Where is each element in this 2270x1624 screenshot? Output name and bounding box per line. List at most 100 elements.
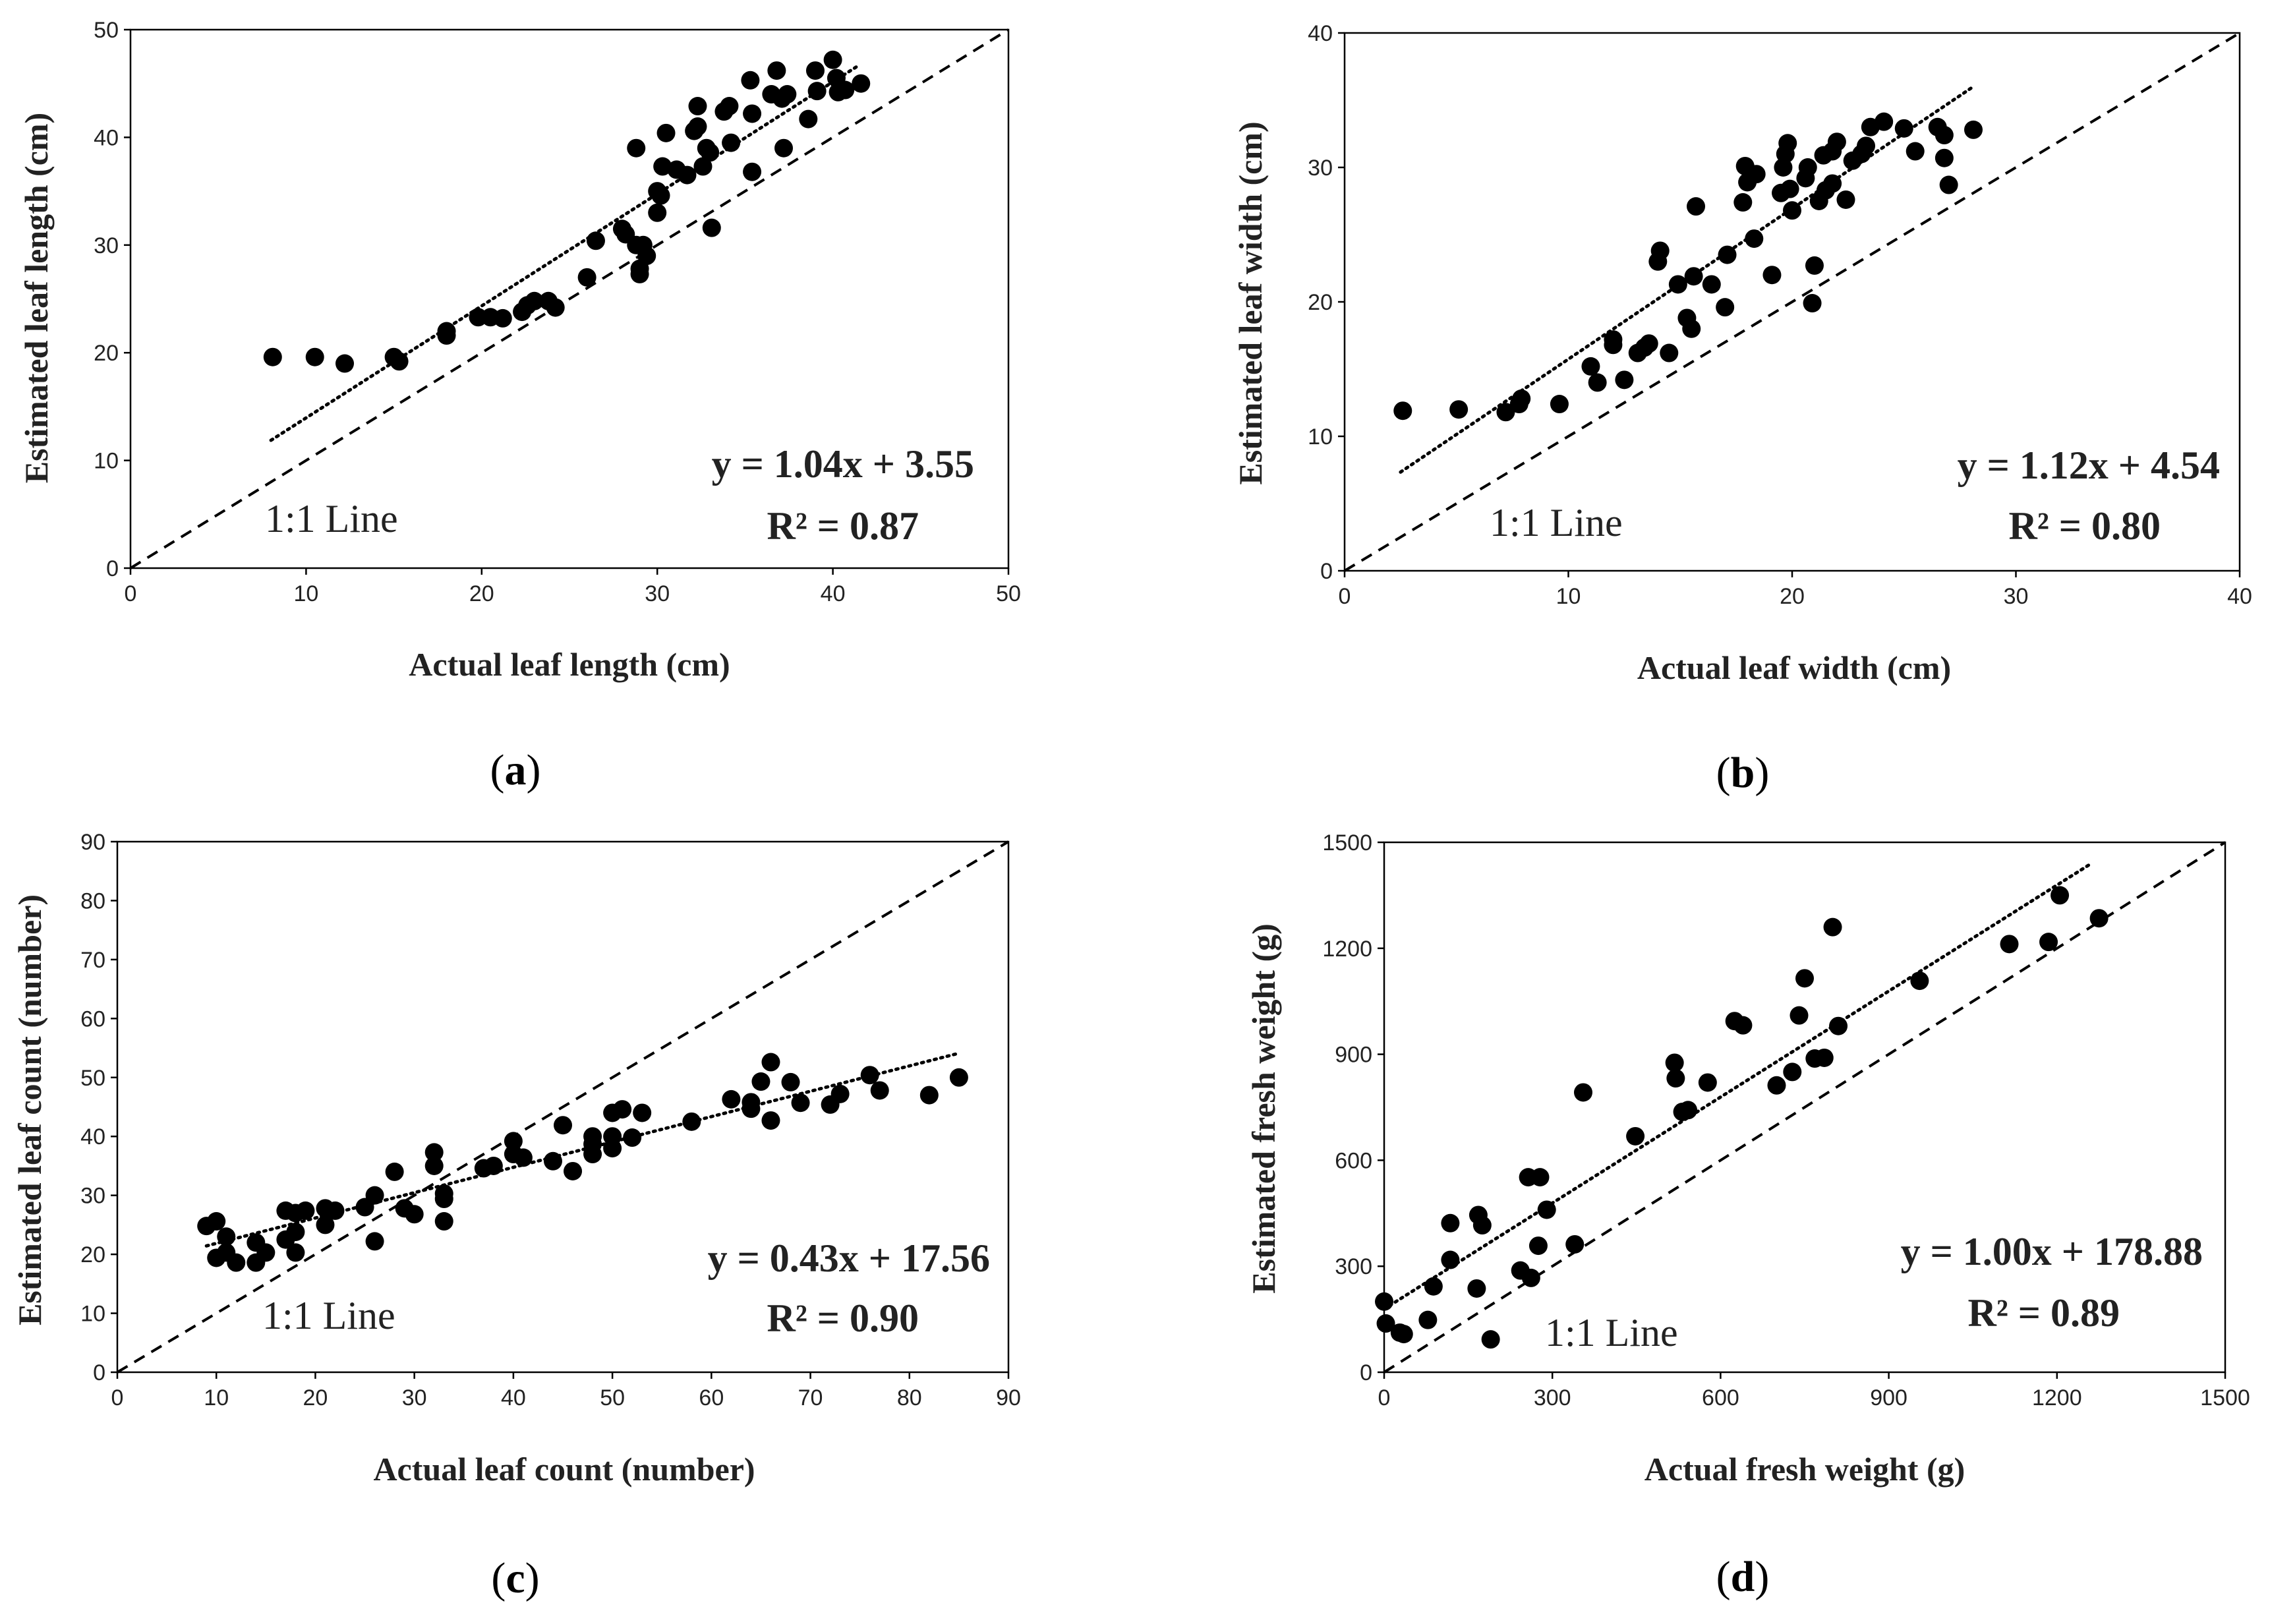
data-point bbox=[2000, 935, 2019, 954]
data-point bbox=[434, 1184, 453, 1203]
data-point bbox=[633, 1103, 652, 1122]
data-point bbox=[1767, 1076, 1786, 1095]
data-point bbox=[693, 157, 713, 176]
data-point bbox=[1894, 119, 1913, 138]
panel-label: (a) bbox=[490, 746, 541, 794]
y-tick-label: 40 bbox=[94, 125, 119, 150]
x-tick-label: 20 bbox=[303, 1385, 328, 1410]
data-point bbox=[1467, 1279, 1486, 1298]
data-point bbox=[1393, 401, 1412, 420]
data-point bbox=[1964, 120, 1983, 139]
data-point bbox=[405, 1205, 424, 1224]
data-point bbox=[207, 1212, 226, 1231]
data-point bbox=[623, 1128, 642, 1147]
data-point bbox=[437, 322, 456, 341]
data-point bbox=[1747, 165, 1766, 184]
data-point bbox=[761, 1111, 780, 1130]
data-point bbox=[1687, 197, 1706, 216]
data-point bbox=[741, 71, 760, 90]
data-point bbox=[546, 298, 565, 317]
data-point bbox=[256, 1243, 276, 1262]
data-point bbox=[390, 352, 409, 371]
y-axis-label: Estimated leaf width (cm) bbox=[1232, 121, 1269, 484]
data-point bbox=[1827, 132, 1846, 152]
data-point bbox=[1679, 1101, 1698, 1120]
data-point bbox=[493, 308, 512, 328]
data-point bbox=[305, 347, 324, 366]
panel-label: (b) bbox=[1716, 749, 1770, 797]
y-tick-label: 30 bbox=[1308, 156, 1333, 181]
r-squared-label: R² = 0.90 bbox=[767, 1296, 919, 1340]
y-tick-label: 0 bbox=[93, 1360, 105, 1385]
x-tick-label: 0 bbox=[125, 581, 137, 606]
chart-panel-b: 0 10 20 30 40 0 10 20 30 40 Actual leaf width (cm… bbox=[1232, 21, 2252, 797]
data-point bbox=[722, 133, 741, 152]
data-point bbox=[543, 1151, 562, 1171]
x-tick-label: 40 bbox=[821, 581, 846, 606]
x-axis-label: Actual leaf length (cm) bbox=[409, 646, 730, 683]
regression-equation: y = 1.12x + 4.54 bbox=[1958, 444, 2220, 487]
data-point bbox=[1682, 319, 1701, 338]
panel-letter: a bbox=[505, 746, 527, 794]
data-point bbox=[1836, 190, 1855, 209]
x-tick-label: 20 bbox=[1780, 584, 1805, 609]
data-point bbox=[637, 246, 656, 266]
panel-letter: c bbox=[506, 1554, 525, 1602]
y-tick-label: 50 bbox=[80, 1066, 105, 1091]
data-point bbox=[742, 1099, 761, 1118]
y-tick-label: 0 bbox=[1320, 559, 1333, 584]
y-tick-label: 40 bbox=[80, 1124, 105, 1149]
data-point bbox=[682, 1112, 701, 1131]
x-axis-label: Actual leaf count (number) bbox=[373, 1451, 755, 1488]
data-point bbox=[586, 231, 605, 250]
data-point bbox=[564, 1161, 583, 1180]
x-tick-label: 50 bbox=[996, 581, 1021, 606]
data-point bbox=[1762, 266, 1782, 285]
data-point bbox=[525, 291, 544, 310]
r-squared-label: R² = 0.80 bbox=[2008, 504, 2161, 548]
y-tick-label: 10 bbox=[80, 1302, 105, 1327]
data-point bbox=[1815, 1048, 1834, 1067]
data-point bbox=[424, 1156, 444, 1175]
data-point bbox=[484, 1156, 503, 1175]
data-point bbox=[751, 1072, 771, 1091]
data-point bbox=[577, 268, 597, 287]
y-tick-label: 80 bbox=[80, 888, 105, 914]
chart-panel-d: 0 300 600 900 1200 1500 0 300 600 900 1200 1500 Act… bbox=[1245, 830, 2250, 1601]
data-point bbox=[1604, 330, 1623, 349]
y-tick-label: 70 bbox=[80, 948, 105, 973]
data-point bbox=[613, 1100, 632, 1119]
x-tick-label: 300 bbox=[1534, 1385, 1571, 1410]
y-tick-label: 60 bbox=[80, 1006, 105, 1031]
regression-trendline bbox=[1382, 862, 2093, 1311]
data-point bbox=[1702, 275, 1721, 294]
plot-frame bbox=[129, 28, 1010, 569]
x-tick-label: 0 bbox=[1378, 1385, 1391, 1410]
data-point bbox=[949, 1068, 968, 1087]
data-point bbox=[1823, 917, 1842, 937]
data-point bbox=[1481, 1330, 1500, 1349]
y-tick-label: 90 bbox=[80, 830, 105, 855]
data-point bbox=[860, 1066, 879, 1085]
x-tick-label: 600 bbox=[1702, 1385, 1739, 1410]
data-point bbox=[286, 1223, 305, 1242]
data-point bbox=[781, 1072, 800, 1091]
x-tick-label: 10 bbox=[204, 1385, 229, 1410]
data-point bbox=[701, 143, 720, 162]
data-point bbox=[1441, 1250, 1460, 1269]
panel-label: (c) bbox=[491, 1554, 539, 1602]
data-point bbox=[743, 162, 762, 181]
x-tick-label: 30 bbox=[402, 1385, 427, 1410]
data-point bbox=[296, 1201, 315, 1220]
plot-area: 0 10 20 30 40 50 60 70 80 90 0 10 20 30 40 50 60 70 80 90 bbox=[80, 830, 1021, 1410]
y-tick-label: 10 bbox=[1308, 424, 1333, 450]
data-point bbox=[1441, 1213, 1460, 1232]
data-point bbox=[2089, 909, 2109, 928]
data-point bbox=[1376, 1314, 1395, 1333]
data-point bbox=[316, 1215, 335, 1234]
one-to-one-line bbox=[1343, 32, 2241, 572]
panel-label: (d) bbox=[1716, 1553, 1770, 1601]
data-point bbox=[1588, 373, 1607, 392]
data-point bbox=[1733, 1016, 1753, 1035]
x-tick-label: 1200 bbox=[2032, 1385, 2082, 1410]
